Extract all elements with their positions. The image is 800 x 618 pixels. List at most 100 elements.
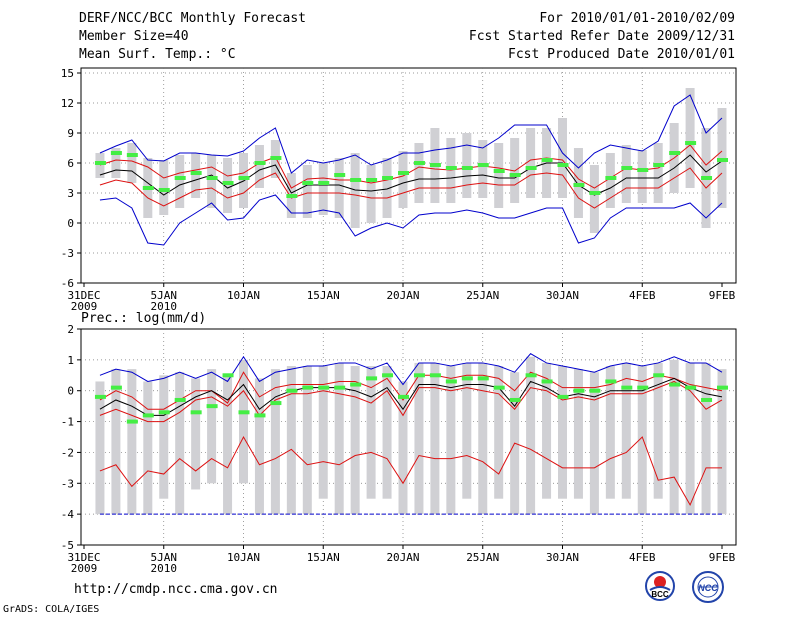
- temp-spread-box: [414, 143, 424, 203]
- temp-spread-box: [111, 148, 121, 178]
- prec-obs-mark: [525, 373, 537, 378]
- prec-x-tick-year: 2009: [71, 562, 98, 575]
- prec-spread-box: [685, 362, 695, 515]
- prec-spread-box: [669, 359, 679, 515]
- prec-spread-box: [95, 381, 105, 515]
- temp-x-tick-year: 2010: [151, 300, 178, 313]
- temp-y-tick-label: 6: [67, 157, 74, 170]
- temp-obs-mark: [206, 176, 218, 180]
- temp-spread-box: [382, 158, 392, 218]
- prec-obs-mark: [445, 379, 457, 384]
- prec-x-tick-label: 4FEB: [629, 551, 656, 564]
- temp-obs-mark: [190, 171, 202, 175]
- prec-obs-mark: [493, 385, 505, 390]
- prec-obs-mark: [685, 385, 697, 390]
- prec-spread-box: [398, 381, 408, 515]
- prec-spread-box: [446, 366, 456, 515]
- temp-q75-line: [99, 144, 723, 189]
- forecast-started-date: Fcst Started Refer Date 2009/12/31: [468, 29, 735, 44]
- prec-spread-box: [589, 372, 599, 515]
- prec-obs-mark: [637, 385, 649, 390]
- prec-spread-box: [701, 362, 711, 515]
- temp-obs-mark: [238, 176, 250, 180]
- prec-spread-box: [175, 372, 185, 515]
- prec-obs-mark: [382, 373, 394, 378]
- prec-min-line: [99, 435, 722, 507]
- prec-obs-mark: [509, 397, 521, 402]
- prec-obs-mark: [206, 404, 218, 409]
- temp-x-tick-label: 25JAN: [466, 289, 499, 302]
- prec-y-tick-label: 0: [67, 385, 74, 398]
- source-url[interactable]: http://cmdp.ncc.cma.gov.cn: [74, 582, 278, 597]
- temp-obs-mark: [541, 158, 553, 162]
- temp-spread-box: [462, 133, 472, 198]
- prec-spread-box: [191, 378, 201, 490]
- prec-obs-mark: [621, 385, 633, 390]
- temp-median-line: [99, 154, 723, 196]
- prec-spread-box: [111, 369, 121, 515]
- prec-obs-mark: [573, 388, 585, 393]
- prec-q25-line: [99, 380, 723, 423]
- temp-obs-mark: [605, 176, 617, 180]
- prec-y-tick-label: 1: [67, 354, 74, 367]
- temp-spread-box: [558, 118, 567, 198]
- prec-y-tick-label: -2: [61, 446, 74, 459]
- prec-obs-mark: [605, 379, 617, 384]
- prec-obs-mark: [334, 385, 346, 390]
- prec-x-tick-label: 15JAN: [307, 551, 340, 564]
- prec-spread-box: [717, 369, 727, 515]
- temp-spread-box: [302, 165, 312, 218]
- prec-spread-box: [430, 362, 440, 515]
- prec-obs-mark: [398, 394, 409, 399]
- temp-spread-box: [621, 145, 631, 203]
- temp-obs-mark: [270, 156, 282, 160]
- temp-obs-mark: [286, 194, 298, 198]
- bcc-logo-text: BCC: [651, 590, 669, 599]
- prec-spread-box: [143, 381, 153, 515]
- temp-spread-box: [223, 158, 233, 213]
- prec-spread-box: [239, 359, 248, 484]
- prec-obs-mark: [318, 385, 330, 390]
- prec-q75-line: [99, 371, 723, 410]
- temp-spread-box: [653, 143, 663, 203]
- prec-obs-mark: [461, 376, 473, 381]
- prec-spread-box: [318, 366, 328, 499]
- ncc-logo: NCC: [684, 570, 732, 606]
- prec-obs-mark: [557, 394, 569, 399]
- prec-spread-box: [621, 362, 631, 499]
- prec-y-tick-label: -5: [61, 539, 74, 552]
- prec-obs-mark: [541, 379, 553, 384]
- prec-y-tick-label: -1: [61, 416, 74, 429]
- temp-spread-box: [95, 153, 105, 178]
- temp-obs-mark: [557, 163, 569, 167]
- temp-x-tick-label: 31DEC: [67, 289, 100, 302]
- prec-obs-mark: [238, 410, 250, 415]
- ncc-logo-text: NCC: [698, 583, 718, 593]
- prec-x-tick-label: 25JAN: [466, 551, 499, 564]
- temp-spread-box: [318, 163, 328, 215]
- prec-spread-box: [127, 369, 137, 515]
- temp-obs-mark: [398, 171, 409, 175]
- prec-spread-box: [478, 362, 488, 515]
- temp-x-tick-label: 10JAN: [227, 289, 260, 302]
- temp-x-tick-label: 9FEB: [709, 289, 736, 302]
- temp-obs-mark: [318, 181, 330, 185]
- prec-obs-mark: [254, 413, 266, 418]
- temp-obs-mark: [110, 151, 122, 155]
- prec-spread-box: [542, 362, 552, 499]
- temp-spread-box: [191, 153, 201, 198]
- temp-x-tick-label: 30JAN: [546, 289, 579, 302]
- prec-obs-mark: [477, 376, 489, 381]
- temp-spread-box: [159, 160, 169, 215]
- prec-x-tick-label: 20JAN: [386, 551, 419, 564]
- temp-x-tick-label: 20JAN: [386, 289, 419, 302]
- temp-obs-mark: [429, 163, 441, 167]
- prec-spread-box: [558, 366, 567, 499]
- prec-spread-box: [334, 362, 344, 515]
- temp-y-tick-label: 3: [67, 187, 74, 200]
- temp-y-tick-label: 0: [67, 217, 74, 230]
- temp-obs-mark: [142, 186, 154, 190]
- prec-obs-mark: [190, 410, 202, 415]
- variable-label: Mean Surf. Temp.: °C: [79, 47, 236, 62]
- temp-x-tick-year: 2009: [71, 300, 98, 313]
